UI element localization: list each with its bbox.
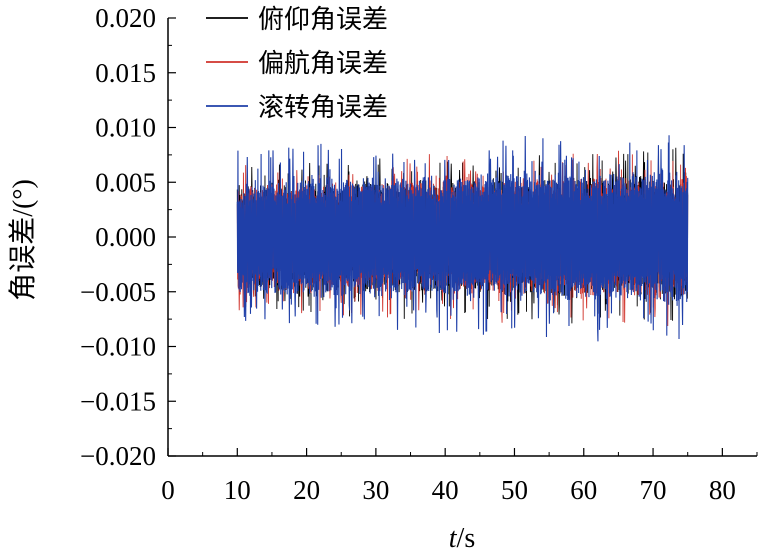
y-tick-label: −0.010 — [80, 332, 156, 362]
x-tick-label: 10 — [224, 475, 251, 505]
y-tick-label: 0.005 — [95, 167, 156, 197]
x-axis-title-var: t — [449, 523, 458, 554]
noise-series-layer — [236, 135, 689, 342]
y-tick-label: 0.010 — [95, 113, 156, 143]
axes — [167, 17, 758, 457]
x-tick-label: 30 — [362, 475, 389, 505]
y-tick-label: −0.015 — [80, 386, 156, 416]
x-tick-label: 60 — [570, 475, 597, 505]
legend-label-1: 偏航角误差 — [258, 49, 388, 79]
x-tick-label: 70 — [640, 475, 667, 505]
y-tick-label: −0.020 — [80, 441, 156, 471]
legend-label-0: 俯仰角误差 — [258, 5, 388, 35]
y-tick-label: −0.005 — [80, 277, 156, 307]
x-axis-title: t/s — [449, 523, 475, 554]
tick-labels: 0 10 20 30 40 50 60 70 80 0.020 0.015 0.010 0.005 0.0… — [80, 3, 736, 505]
x-tick-label: 40 — [432, 475, 459, 505]
x-axis-title-unit: /s — [457, 523, 476, 554]
y-axis-title: 角误差/(°) — [7, 179, 39, 301]
y-tick-label: 0.020 — [95, 3, 156, 33]
x-tick-label: 0 — [161, 475, 175, 505]
y-tick-label: 0.000 — [95, 222, 156, 252]
series-line-2 — [236, 135, 689, 342]
x-tick-label: 80 — [709, 475, 736, 505]
y-tick-label: 0.015 — [95, 58, 156, 88]
x-tick-label: 20 — [293, 475, 320, 505]
legend-label-2: 滚转角误差 — [258, 93, 388, 123]
x-tick-label: 50 — [501, 475, 528, 505]
